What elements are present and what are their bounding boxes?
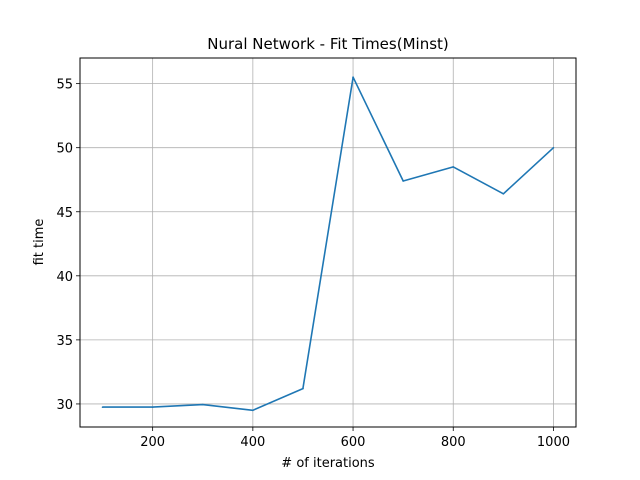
x-axis: 200 400 600 800 1000 bbox=[140, 427, 570, 450]
data-point bbox=[151, 406, 154, 408]
y-axis-title: fit time bbox=[32, 219, 47, 266]
data-point bbox=[352, 76, 354, 79]
x-tick-label: 800 bbox=[441, 435, 466, 450]
data-point bbox=[452, 166, 455, 168]
x-tick-label: 400 bbox=[240, 435, 265, 450]
x-tick-label: 1000 bbox=[537, 435, 570, 450]
series-layer bbox=[101, 76, 555, 412]
series-line bbox=[102, 76, 555, 412]
y-tick-label: 30 bbox=[56, 398, 73, 413]
y-tick-label: 35 bbox=[56, 334, 73, 349]
y-tick-label: 40 bbox=[56, 270, 73, 285]
x-tick-label: 200 bbox=[140, 435, 165, 450]
chart-title: Nural Network - Fit Times(Minst) bbox=[207, 35, 449, 53]
data-point bbox=[302, 387, 304, 390]
x-tick-label: 600 bbox=[341, 435, 366, 450]
data-point bbox=[402, 180, 404, 182]
y-tick-label: 50 bbox=[56, 142, 73, 157]
data-point bbox=[101, 406, 104, 408]
y-tick-label: 45 bbox=[56, 206, 73, 221]
data-point bbox=[201, 403, 204, 406]
data-point bbox=[502, 193, 505, 195]
grid-lines bbox=[80, 58, 576, 427]
plot-frame bbox=[79, 57, 577, 428]
data-point bbox=[252, 409, 254, 412]
x-axis-title: # of iterations bbox=[281, 456, 375, 471]
data-point bbox=[552, 146, 555, 149]
y-axis: 30 35 40 45 50 55 bbox=[56, 78, 80, 413]
y-tick-label: 55 bbox=[56, 78, 73, 93]
